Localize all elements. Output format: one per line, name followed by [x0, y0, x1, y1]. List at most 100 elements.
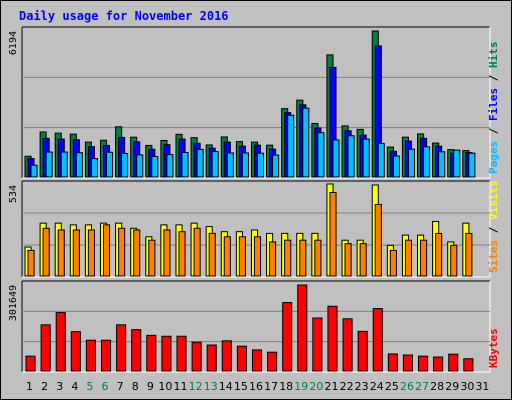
- bar-pages-19: [302, 107, 310, 178]
- bar-sites-4: [72, 229, 80, 277]
- bar-kbytes-4: [70, 331, 81, 372]
- bar-kbytes-14: [221, 340, 232, 372]
- x-tick-label-11: 11: [174, 380, 188, 393]
- bar-kbytes-26: [402, 354, 414, 372]
- bar-pages-9: [151, 155, 159, 178]
- x-tick-label-22: 22: [340, 380, 354, 393]
- legend-entry-hits: Hits: [487, 42, 500, 69]
- bar-kbytes-15: [236, 345, 247, 372]
- bar-sites-16: [253, 236, 262, 277]
- bar-sites-20: [314, 239, 322, 277]
- bar-kbytes-19: [297, 284, 308, 372]
- bar-pages-4: [75, 152, 83, 178]
- bar-pages-3: [60, 151, 68, 178]
- bar-pages-2: [45, 151, 53, 178]
- x-tick-label-24: 24: [370, 380, 384, 393]
- y-max-label-visits_sites: 534: [8, 185, 19, 203]
- bar-pages-27: [423, 146, 431, 178]
- bar-kbytes-12: [191, 341, 202, 372]
- bar-pages-17: [272, 154, 280, 178]
- x-tick-label-12: 12: [189, 380, 203, 393]
- bar-pages-14: [226, 152, 234, 178]
- bar-pages-13: [211, 151, 219, 178]
- bar-sites-21: [329, 191, 337, 277]
- bar-kbytes-8: [131, 329, 142, 372]
- bar-kbytes-24: [372, 308, 383, 372]
- legend-entry-pages: Pages: [487, 141, 500, 174]
- bar-sites-26: [404, 239, 413, 277]
- bar-kbytes-6: [100, 339, 112, 372]
- y-max-label-hits_files_pages: 6194: [8, 31, 19, 55]
- bar-sites-8: [133, 229, 141, 277]
- bar-sites-27: [420, 239, 428, 277]
- chart-title: Daily usage for November 2016: [19, 9, 229, 23]
- bar-sites-12: [193, 227, 201, 277]
- bar-sites-3: [57, 229, 65, 277]
- x-tick-label-30: 30: [460, 380, 474, 393]
- x-tick-label-26: 26: [400, 380, 414, 393]
- bar-kbytes-18: [282, 302, 293, 372]
- bar-pages-18: [287, 114, 295, 178]
- x-tick-label-18: 18: [279, 380, 293, 393]
- bar-pages-12: [196, 148, 204, 178]
- x-tick-label-19: 19: [294, 380, 308, 393]
- legend-separator: /: [487, 220, 500, 240]
- x-tick-label-15: 15: [234, 380, 248, 393]
- bar-sites-2: [42, 227, 50, 277]
- bar-pages-16: [256, 152, 265, 178]
- x-tick-label-7: 7: [117, 380, 124, 393]
- bar-kbytes-2: [40, 324, 51, 372]
- bar-sites-17: [269, 241, 277, 277]
- bar-sites-30: [465, 232, 473, 277]
- x-tick-label-21: 21: [324, 380, 338, 393]
- legend-kbytes: KBytes: [487, 328, 500, 368]
- x-tick-label-9: 9: [147, 380, 154, 393]
- bar-pages-25: [392, 155, 400, 178]
- x-tick-label-13: 13: [204, 380, 218, 393]
- x-tick-label-4: 4: [71, 380, 78, 393]
- legend-entry-sites: Sites: [487, 240, 500, 273]
- bar-pages-23: [362, 138, 370, 178]
- bar-pages-21: [332, 139, 340, 178]
- legend-visits_sites: Sites / Visits: [487, 180, 500, 273]
- bar-sites-24: [374, 203, 382, 277]
- bar-pages-6: [105, 151, 114, 178]
- bar-sites-14: [223, 236, 231, 277]
- bar-pages-11: [181, 151, 189, 178]
- x-tick-label-29: 29: [445, 380, 459, 393]
- bar-sites-25: [389, 249, 397, 277]
- x-tick-label-28: 28: [430, 380, 444, 393]
- legend-hits_files_pages: Pages / Files / Hits: [487, 42, 500, 175]
- bar-kbytes-3: [55, 312, 66, 372]
- x-tick-label-16: 16: [249, 380, 263, 393]
- bar-kbytes-7: [116, 324, 127, 372]
- bar-sites-1: [27, 249, 35, 277]
- x-tick-label-10: 10: [158, 380, 172, 393]
- bar-kbytes-5: [85, 339, 96, 372]
- x-tick-label-2: 2: [41, 380, 48, 393]
- bar-sites-10: [163, 229, 171, 277]
- bar-kbytes-9: [146, 334, 157, 372]
- x-tick-label-31: 31: [475, 380, 489, 393]
- bar-pages-30: [468, 152, 476, 178]
- bar-sites-5: [87, 229, 95, 277]
- legend-separator: /: [487, 68, 500, 88]
- x-tick-label-25: 25: [385, 380, 399, 393]
- bar-sites-11: [178, 231, 186, 277]
- bar-kbytes-21: [327, 305, 338, 372]
- x-tick-label-1: 1: [26, 380, 33, 393]
- bar-sites-22: [344, 243, 352, 277]
- bar-pages-15: [241, 152, 249, 178]
- x-tick-label-23: 23: [355, 380, 369, 393]
- bar-sites-19: [299, 239, 307, 277]
- x-tick-label-6: 6: [102, 380, 109, 393]
- bar-pages-5: [90, 158, 98, 178]
- bar-pages-1: [30, 164, 38, 178]
- x-tick-label-17: 17: [264, 380, 278, 393]
- x-tick-label-14: 14: [219, 380, 233, 393]
- bar-pages-20: [317, 132, 325, 178]
- legend-separator: /: [487, 121, 500, 141]
- bar-sites-13: [208, 232, 216, 277]
- bar-kbytes-23: [357, 330, 368, 372]
